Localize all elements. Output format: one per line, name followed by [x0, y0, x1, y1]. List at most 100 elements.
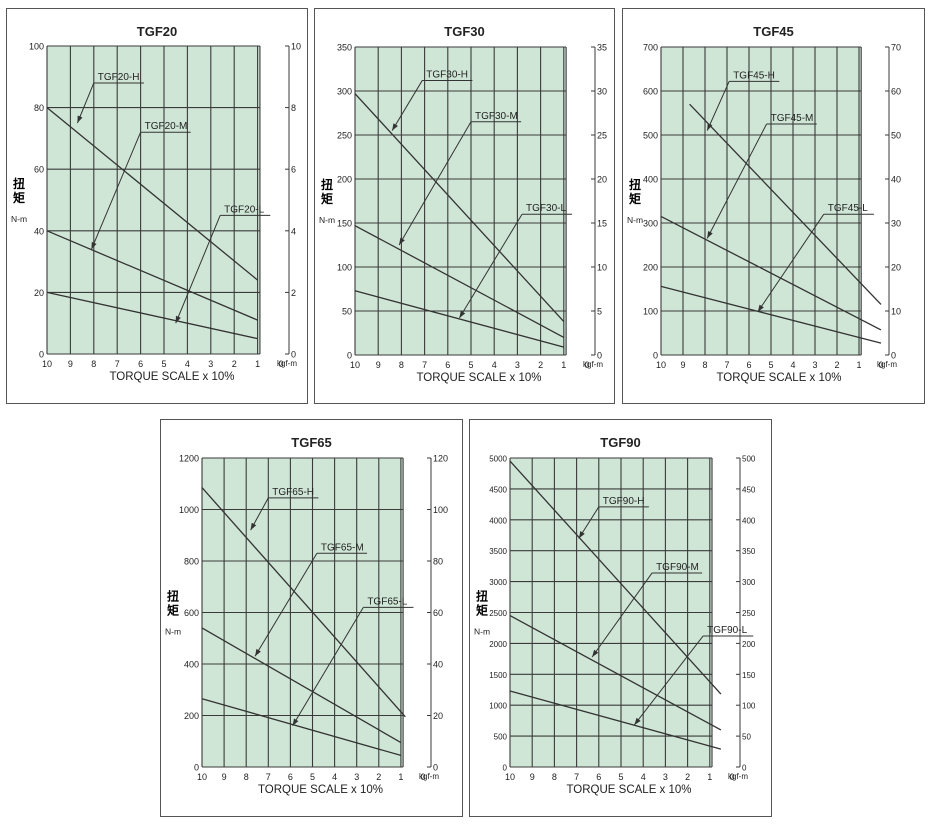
series-line — [354, 290, 564, 348]
series-arrowhead — [255, 648, 261, 657]
y-tick-label: 2000 — [489, 640, 507, 649]
plot-area — [47, 46, 260, 354]
y-axis-label-char: 扭 — [321, 177, 333, 192]
chart-panel-tgf30: TGF30 0 50 100 150 200 250 300 350 0 5 10 15 20 25 30 35… — [314, 8, 615, 404]
y-tick-label: 50 — [342, 307, 352, 317]
x-tick-label: 3 — [354, 772, 359, 782]
series-arrowhead — [91, 241, 97, 250]
y-tick-label: 3500 — [489, 547, 507, 556]
y-axis-label-char: 矩 — [12, 190, 25, 205]
y2-tick-label: 20 — [891, 263, 901, 273]
series-arrowhead — [250, 522, 257, 531]
chart-panel-tgf45: TGF45 0 100 200 300 400 500 600 700 0 10 20 30 40 50 60… — [622, 8, 925, 404]
x-tick-label: 5 — [618, 772, 623, 782]
x-tick-label: 2 — [538, 360, 543, 370]
x-tick-label: 0 — [420, 772, 425, 782]
chart-title: TGF20 — [137, 24, 177, 39]
y-tick-label: 5000 — [489, 455, 507, 464]
y-tick-label: 80 — [34, 103, 44, 113]
series-line — [46, 107, 259, 281]
series-line — [46, 291, 258, 340]
y-tick-label: 0 — [347, 351, 352, 361]
x-tick-label: 8 — [552, 772, 557, 782]
y2-tick-label: 5 — [597, 307, 602, 317]
y2-tick-label: 50 — [891, 131, 901, 141]
series-label: TGF30-H — [426, 69, 468, 80]
x-tick-label: 7 — [115, 359, 120, 369]
series-arrowhead — [77, 115, 83, 123]
x-tick-label: 2 — [232, 359, 237, 369]
series-label: TGF20-L — [224, 204, 264, 215]
chart-tgf65: TGF6502004006008001000120002040608010012… — [165, 435, 448, 796]
y2-tick-label: 40 — [891, 175, 901, 185]
chart-title: TGF65 — [291, 435, 331, 450]
chart-tgf45: TGF4501002003004005006007000102030405060… — [627, 24, 901, 384]
series-line — [509, 615, 722, 731]
x-tick-label: 0 — [278, 359, 283, 369]
y-tick-label: 100 — [337, 263, 352, 273]
plot-area — [355, 47, 567, 355]
y2-tick-label: 0 — [433, 763, 438, 773]
series-arrowhead — [578, 531, 585, 539]
x-tick-label: 5 — [161, 359, 166, 369]
x-tick-label: 4 — [641, 772, 646, 782]
y2-tick-label: 10 — [597, 263, 607, 273]
y-tick-label: 4000 — [489, 516, 507, 525]
y-axis-label-char: 矩 — [166, 603, 179, 618]
y-axis-label-char: 扭 — [629, 177, 641, 192]
y2-tick-label: 20 — [433, 711, 443, 721]
series-line — [46, 230, 258, 321]
y2-tick-label: 60 — [891, 87, 901, 97]
series-label: TGF65-L — [367, 596, 407, 607]
series-leader-line — [398, 121, 472, 246]
y-tick-label: 250 — [337, 131, 352, 141]
series-arrowhead — [175, 315, 181, 324]
series-leader-line — [175, 215, 221, 324]
x-tick-label: 1 — [856, 360, 861, 370]
series-line — [354, 225, 565, 338]
x-tick-label: 8 — [399, 360, 404, 370]
y-axis-label-char: 矩 — [628, 191, 641, 206]
chart-title: TGF45 — [753, 24, 793, 39]
x-tick-label: 6 — [138, 359, 143, 369]
x-tick-label: 3 — [663, 772, 668, 782]
y2-tick-label: 250 — [742, 609, 756, 618]
y2-tick-label: 80 — [433, 557, 443, 567]
series-line — [201, 487, 406, 718]
y2-tick-label: 300 — [742, 578, 756, 587]
x-tick-label: 5 — [310, 772, 315, 782]
y-axis-unit-label: N-m — [11, 214, 27, 224]
x-axis-label: TORQUE SCALE x 10% — [109, 371, 234, 383]
y2-unit-label: kgf-m — [583, 360, 603, 369]
y-axis-label-char: 矩 — [475, 603, 488, 618]
y2-tick-label: 350 — [742, 547, 756, 556]
series-arrowhead — [592, 649, 599, 657]
series-line — [689, 103, 882, 305]
x-tick-label: 8 — [91, 359, 96, 369]
y-tick-label: 0 — [503, 764, 508, 773]
x-tick-label: 0 — [584, 360, 589, 370]
x-tick-label: 1 — [255, 359, 260, 369]
series-label: TGF90-H — [603, 496, 645, 507]
y-axis-label-char: 扭 — [476, 589, 488, 604]
y-tick-label: 0 — [194, 763, 199, 773]
y2-unit-label: kgf-m — [877, 360, 897, 369]
series-line — [509, 460, 722, 695]
chart-title: TGF30 — [444, 24, 484, 39]
y-tick-label: 40 — [34, 226, 44, 236]
y2-tick-label: 0 — [597, 351, 602, 361]
y-tick-label: 400 — [184, 660, 199, 670]
x-tick-label: 2 — [685, 772, 690, 782]
series-label: TGF90-L — [707, 625, 747, 636]
x-axis-label: TORQUE SCALE x 10% — [416, 372, 541, 384]
y-axis-unit-label: N-m — [319, 215, 335, 225]
y-tick-label: 2500 — [489, 609, 507, 618]
y-tick-label: 800 — [184, 557, 199, 567]
y2-tick-label: 450 — [742, 485, 756, 494]
y-tick-label: 60 — [34, 165, 44, 175]
chart-panel-tgf20: TGF20 0 20 40 60 80 100 0 2 4 6 8 10 kgf-m 10 9 8 7 6 5 4 3 2 1… — [6, 8, 308, 404]
y-tick-label: 1000 — [489, 702, 507, 711]
y-tick-label: 100 — [643, 307, 658, 317]
x-tick-label: 9 — [222, 772, 227, 782]
x-tick-label: 9 — [376, 360, 381, 370]
